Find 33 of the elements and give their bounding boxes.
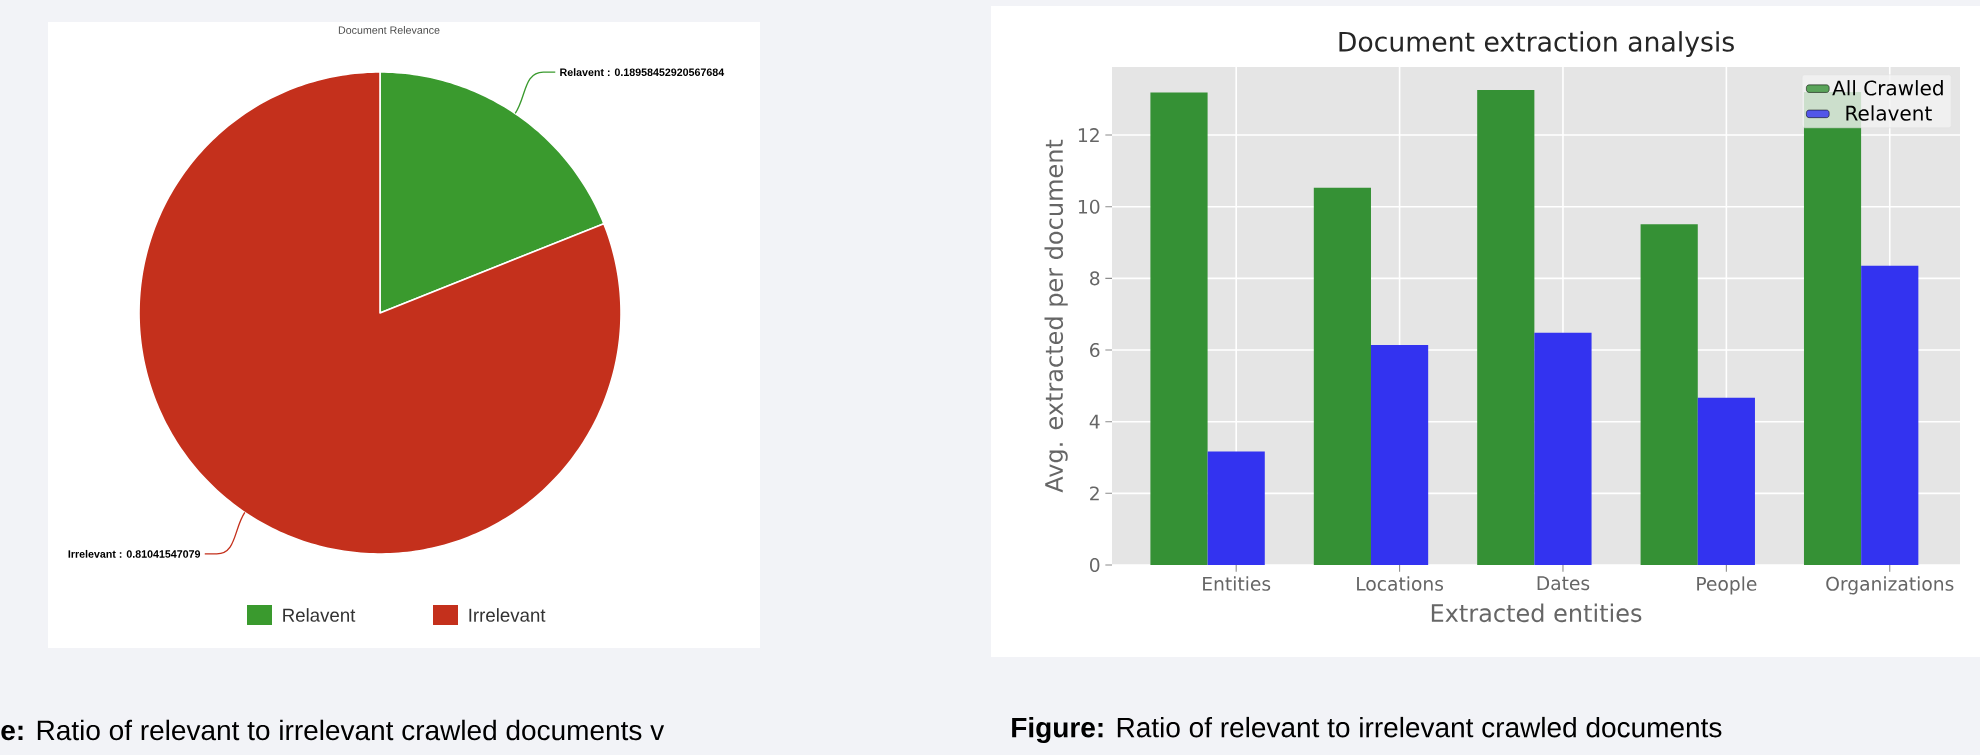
bar xyxy=(1313,187,1371,565)
x-tick-label: Dates xyxy=(1537,576,1590,591)
legend-label: Relavent xyxy=(283,608,356,622)
y-tick-label: 12 xyxy=(1078,128,1099,142)
y-tick-label: 6 xyxy=(1090,342,1100,358)
bar xyxy=(1150,92,1208,565)
chart-title: Document extraction analysis xyxy=(1339,31,1734,57)
y-tick-label: 10 xyxy=(1078,199,1100,214)
y-tick-label: 0 xyxy=(1089,557,1100,573)
y-tick-label: 2 xyxy=(1090,486,1099,501)
bar xyxy=(1534,332,1592,565)
x-tick-label: People xyxy=(1697,576,1757,595)
y-tick-label: 8 xyxy=(1090,271,1100,286)
text: Figure: Ratio of relevant to irrelevant crawled documents xyxy=(1012,716,1722,744)
chart-title: Document Relevance xyxy=(338,26,440,34)
bar xyxy=(1370,345,1429,565)
x-axis-title: Extracted entities xyxy=(1431,603,1642,623)
data-label: Relavent : 0.18958452920567684 xyxy=(560,68,725,77)
bar xyxy=(1477,89,1535,565)
text: e: Ratio of relevant to irrelevant crawled documents v xyxy=(1,719,665,741)
x-tick-label: Locations xyxy=(1357,576,1444,591)
bar xyxy=(1207,451,1265,565)
x-tick-label: Organizations xyxy=(1826,576,1954,595)
legend-label: All Crawled xyxy=(1832,80,1943,96)
y-axis-title: Avg. extracted per document xyxy=(1044,139,1068,493)
x-tick-label: Entities xyxy=(1203,576,1271,591)
y-tick-label: 4 xyxy=(1089,414,1100,429)
bar xyxy=(1861,265,1919,565)
bar xyxy=(1697,397,1755,565)
data-label: Irrelevant : 0.81041547079 xyxy=(68,549,201,558)
bar xyxy=(1640,224,1698,565)
legend-label: Relavent xyxy=(1846,105,1932,121)
legend-label: Irrelevant xyxy=(469,608,546,622)
